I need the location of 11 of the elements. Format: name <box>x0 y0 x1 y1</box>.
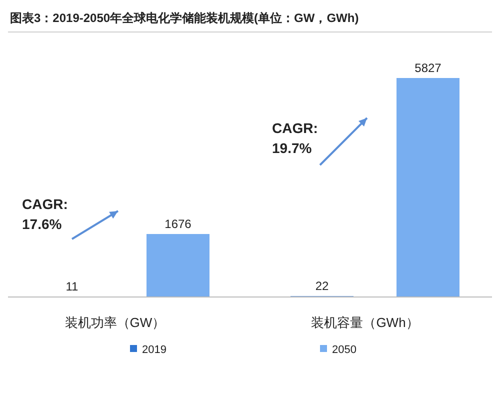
data-label: 5827 <box>414 61 442 75</box>
annotation: CAGR: 19.7% <box>272 120 318 156</box>
legend-label: 2019 <box>142 344 166 356</box>
data-label: 1676 <box>164 217 192 232</box>
annotation: CAGR: 17.6% <box>22 196 68 232</box>
x-tick-label: 装机功率（GW） <box>64 315 166 330</box>
legend-label: 2050 <box>332 344 356 356</box>
x-tick-label: 装机容量（GWh） <box>311 315 419 330</box>
data-label: 11 <box>66 280 79 294</box>
chart-title: 图表3：2019-2050年全球电化学储能装机规模(单位：GW，GWh) <box>10 11 359 25</box>
data-label: 22 <box>315 279 329 294</box>
